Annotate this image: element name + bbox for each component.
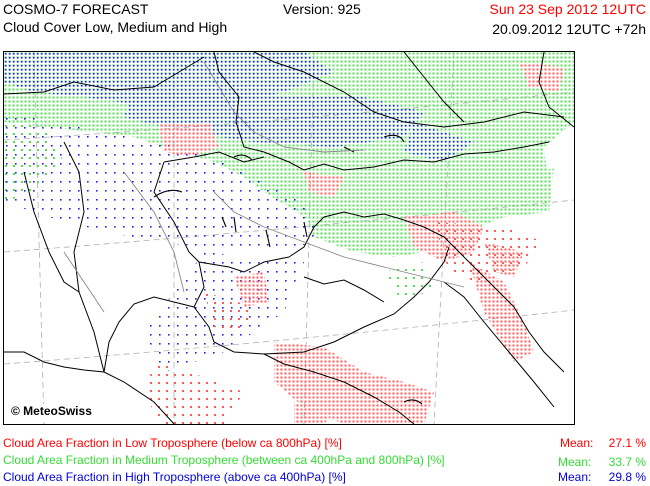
borders: [4, 52, 574, 424]
rivers: [63, 61, 465, 313]
lakes: [153, 134, 423, 405]
valid-time: Sun 23 Sep 2012 12UTC: [489, 1, 646, 17]
legend-medium-label: Cloud Area Fraction in Medium Tropospher…: [3, 453, 445, 467]
copyright-label: © MeteoSwiss: [9, 404, 94, 418]
run-time: 20.09.2012 12UTC +72h: [492, 21, 646, 37]
cloud-cover-map: © MeteoSwiss: [3, 51, 575, 425]
legend-medium-mean-label: Mean:: [558, 455, 592, 469]
legend-high-mean-value: 29.8 %: [608, 470, 646, 484]
legend-low-mean-value: 27.1 %: [608, 436, 646, 450]
version-label: Version: 925: [283, 1, 361, 17]
forecast-subtitle: Cloud Cover Low, Medium and High: [3, 19, 228, 35]
legend-high-label: Cloud Area Fraction in High Troposphere …: [3, 470, 346, 484]
forecast-title: COSMO-7 FORECAST: [3, 1, 149, 17]
legend-low-mean-label: Mean:: [560, 436, 594, 450]
legend-medium-mean-value: 33.7 %: [608, 455, 646, 469]
legend-low-label: Cloud Area Fraction in Low Troposphere (…: [3, 436, 342, 450]
map-canvas: [4, 52, 574, 424]
low-cloud-layer: [144, 62, 564, 424]
legend-high-mean-label: Mean:: [558, 470, 592, 484]
